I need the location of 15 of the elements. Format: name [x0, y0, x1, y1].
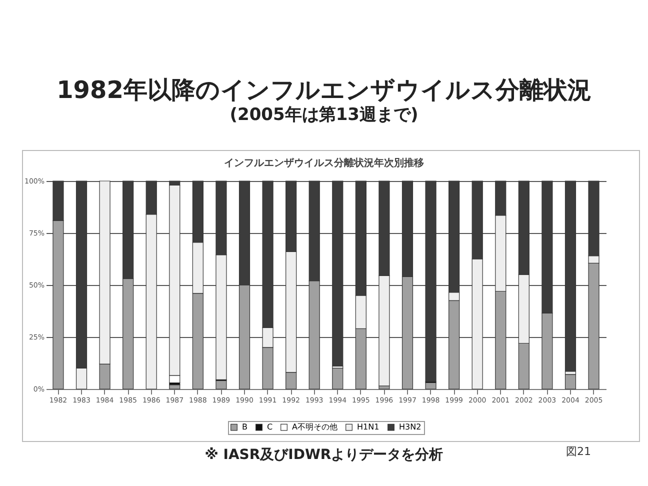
- legend-label: B: [242, 422, 248, 432]
- legend-label: H1N1: [357, 422, 380, 432]
- legend-label: A不明その他: [292, 422, 338, 432]
- caption: 図21: [566, 444, 591, 459]
- chart-subtitle: (2005年は第13週まで): [228, 104, 420, 126]
- legend-label: H3N2: [399, 422, 422, 432]
- bar: [332, 180, 344, 366]
- chart-title: 1982年以降のインフルエンザウイルス分離状況: [56, 75, 592, 106]
- bar: [564, 180, 576, 372]
- bar: [169, 384, 180, 390]
- bar: [564, 374, 576, 390]
- legend-label: C: [267, 422, 273, 432]
- text: インフルエンザウイルス分離状況年次別推移: [223, 156, 425, 170]
- text: ※ IASR及びIDWRよりデータを分析: [204, 447, 444, 463]
- bar: [332, 368, 344, 390]
